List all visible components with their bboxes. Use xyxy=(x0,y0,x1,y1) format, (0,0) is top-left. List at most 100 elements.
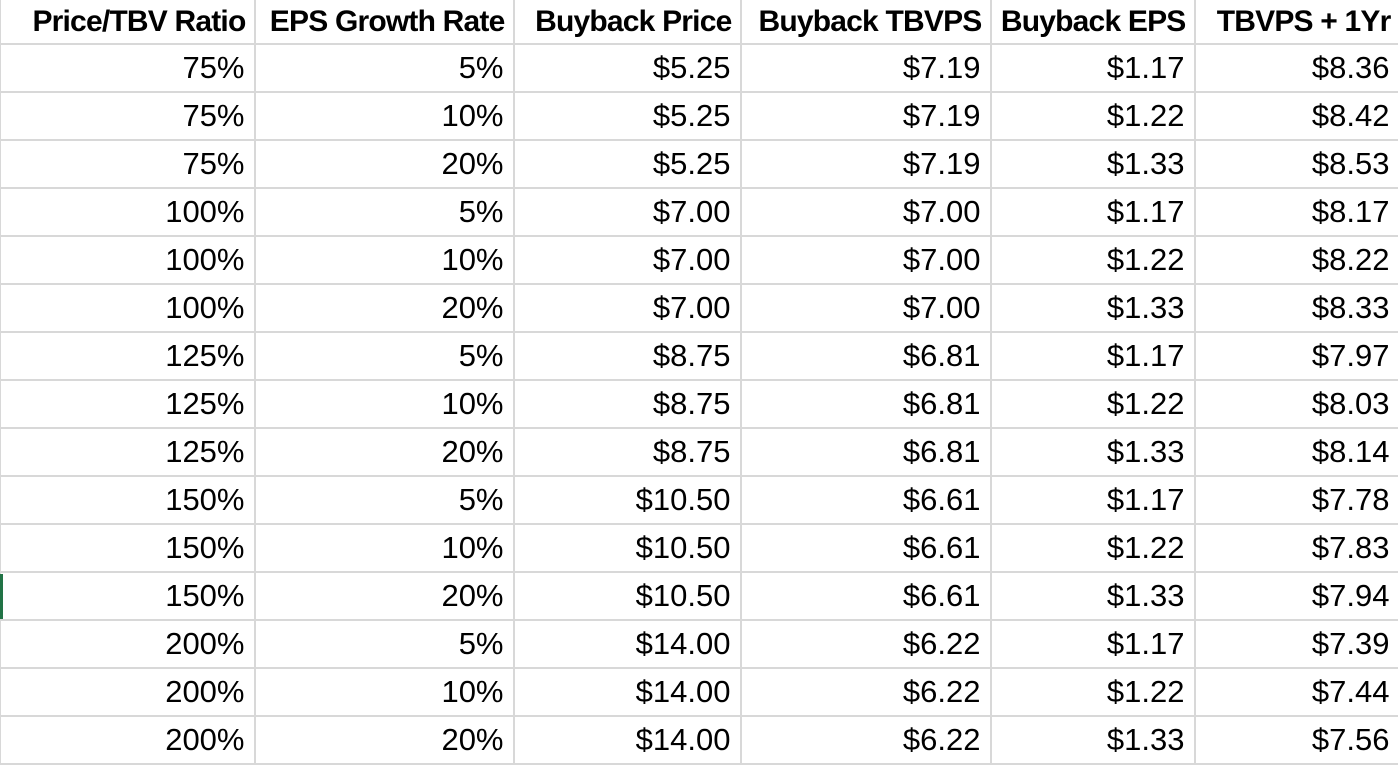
cell[interactable]: $7.19 xyxy=(740,44,992,93)
cell[interactable]: 5% xyxy=(254,620,515,669)
cell[interactable]: 5% xyxy=(254,44,515,93)
cell[interactable]: $5.25 xyxy=(513,140,742,189)
cell[interactable]: $7.19 xyxy=(740,92,992,141)
cell[interactable]: $6.61 xyxy=(740,476,992,525)
cell[interactable]: $10.50 xyxy=(513,476,742,525)
cell[interactable]: 100% xyxy=(0,284,256,333)
cell[interactable]: 200% xyxy=(0,716,256,765)
cell[interactable]: 75% xyxy=(0,92,256,141)
cell[interactable]: $14.00 xyxy=(513,668,742,717)
column-header[interactable]: TBVPS + 1Yr xyxy=(1194,0,1398,45)
cell[interactable]: 75% xyxy=(0,140,256,189)
cell[interactable]: $1.22 xyxy=(990,92,1196,141)
cell[interactable]: $10.50 xyxy=(513,572,742,621)
cell[interactable]: $6.22 xyxy=(740,668,992,717)
cell[interactable]: $1.22 xyxy=(990,524,1196,573)
cell[interactable]: $7.78 xyxy=(1194,476,1398,525)
cell[interactable]: $6.22 xyxy=(740,716,992,765)
cell[interactable]: 5% xyxy=(254,188,515,237)
cell[interactable]: 10% xyxy=(254,92,515,141)
cell[interactable]: $1.22 xyxy=(990,236,1196,285)
table-row: 150% 10% $10.50 $6.61 $1.22 $7.83 xyxy=(0,524,1398,573)
cell[interactable]: 100% xyxy=(0,236,256,285)
cell[interactable]: $6.22 xyxy=(740,620,992,669)
cell[interactable]: 20% xyxy=(254,572,515,621)
cell[interactable]: $7.56 xyxy=(1194,716,1398,765)
cell[interactable]: $8.22 xyxy=(1194,236,1398,285)
cell[interactable]: $8.17 xyxy=(1194,188,1398,237)
cell[interactable]: $8.75 xyxy=(513,380,742,429)
cell[interactable]: $1.33 xyxy=(990,284,1196,333)
cell[interactable]: $5.25 xyxy=(513,92,742,141)
cell[interactable]: $10.50 xyxy=(513,524,742,573)
cell[interactable]: $6.61 xyxy=(740,572,992,621)
cell[interactable]: 10% xyxy=(254,380,515,429)
cell[interactable]: $14.00 xyxy=(513,716,742,765)
table-row: 200% 5% $14.00 $6.22 $1.17 $7.39 xyxy=(0,620,1398,669)
cell[interactable]: 100% xyxy=(0,188,256,237)
cell[interactable]: $8.75 xyxy=(513,428,742,477)
cell[interactable]: 20% xyxy=(254,428,515,477)
cell[interactable]: 5% xyxy=(254,332,515,381)
cell[interactable]: $6.81 xyxy=(740,428,992,477)
cell[interactable]: $1.17 xyxy=(990,476,1196,525)
cell[interactable]: $7.00 xyxy=(513,236,742,285)
cell[interactable]: $7.00 xyxy=(740,284,992,333)
cell[interactable]: $7.00 xyxy=(740,236,992,285)
cell[interactable]: $7.19 xyxy=(740,140,992,189)
column-header[interactable]: Buyback EPS xyxy=(990,0,1196,45)
cell[interactable]: $7.83 xyxy=(1194,524,1398,573)
cell[interactable]: $8.53 xyxy=(1194,140,1398,189)
column-header[interactable]: EPS Growth Rate xyxy=(254,0,515,45)
cell[interactable]: $1.22 xyxy=(990,668,1196,717)
cell[interactable]: $7.00 xyxy=(513,284,742,333)
cell[interactable]: 150% xyxy=(0,572,256,621)
cell[interactable]: $8.03 xyxy=(1194,380,1398,429)
column-header[interactable]: Price/TBV Ratio xyxy=(0,0,256,45)
cell[interactable]: 200% xyxy=(0,668,256,717)
cell[interactable]: $8.14 xyxy=(1194,428,1398,477)
cell[interactable]: $1.17 xyxy=(990,332,1196,381)
cell[interactable]: 5% xyxy=(254,476,515,525)
cell[interactable]: $1.33 xyxy=(990,716,1196,765)
cell[interactable]: $6.81 xyxy=(740,332,992,381)
cell[interactable]: $6.61 xyxy=(740,524,992,573)
cell[interactable]: $8.33 xyxy=(1194,284,1398,333)
table-row: 200% 20% $14.00 $6.22 $1.33 $7.56 xyxy=(0,716,1398,765)
cell[interactable]: $5.25 xyxy=(513,44,742,93)
cell[interactable]: $1.33 xyxy=(990,428,1196,477)
table-body: 75% 5% $5.25 $7.19 $1.17 $8.36 75% 10% $5.25 $7.1… xyxy=(0,44,1398,765)
cell[interactable]: 10% xyxy=(254,524,515,573)
cell[interactable]: 20% xyxy=(254,716,515,765)
cell[interactable]: $7.94 xyxy=(1194,572,1398,621)
cell[interactable]: 125% xyxy=(0,380,256,429)
cell[interactable]: 75% xyxy=(0,44,256,93)
cell[interactable]: $7.44 xyxy=(1194,668,1398,717)
cell[interactable]: $1.17 xyxy=(990,44,1196,93)
cell[interactable]: $1.33 xyxy=(990,140,1196,189)
column-header[interactable]: Buyback Price xyxy=(513,0,742,45)
cell[interactable]: 20% xyxy=(254,284,515,333)
cell[interactable]: $1.17 xyxy=(990,620,1196,669)
cell[interactable]: $14.00 xyxy=(513,620,742,669)
cell[interactable]: 10% xyxy=(254,668,515,717)
cell[interactable]: $7.39 xyxy=(1194,620,1398,669)
cell[interactable]: 150% xyxy=(0,476,256,525)
cell[interactable]: 125% xyxy=(0,332,256,381)
cell[interactable]: 125% xyxy=(0,428,256,477)
cell[interactable]: 10% xyxy=(254,236,515,285)
cell[interactable]: $6.81 xyxy=(740,380,992,429)
cell[interactable]: $8.36 xyxy=(1194,44,1398,93)
cell[interactable]: 20% xyxy=(254,140,515,189)
cell[interactable]: $1.22 xyxy=(990,380,1196,429)
cell[interactable]: $8.42 xyxy=(1194,92,1398,141)
cell[interactable]: $7.00 xyxy=(740,188,992,237)
cell[interactable]: $1.33 xyxy=(990,572,1196,621)
cell[interactable]: 150% xyxy=(0,524,256,573)
cell[interactable]: 200% xyxy=(0,620,256,669)
cell[interactable]: $7.00 xyxy=(513,188,742,237)
cell[interactable]: $7.97 xyxy=(1194,332,1398,381)
column-header[interactable]: Buyback TBVPS xyxy=(740,0,992,45)
cell[interactable]: $1.17 xyxy=(990,188,1196,237)
cell[interactable]: $8.75 xyxy=(513,332,742,381)
